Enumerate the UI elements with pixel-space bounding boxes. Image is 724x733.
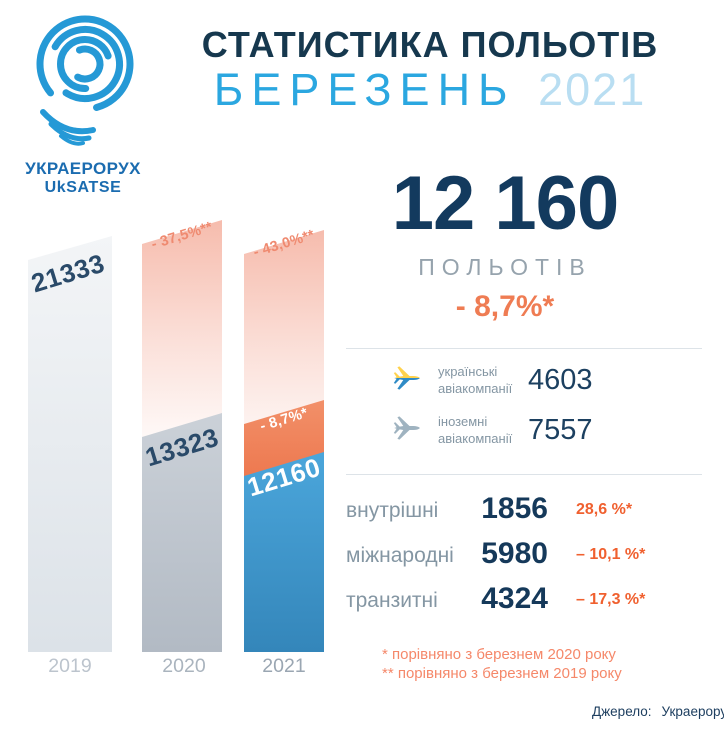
category-value: 1856 — [481, 492, 548, 525]
total-flights-label: ПОЛЬОТІВ — [418, 254, 592, 280]
logo-name: УКРАЕРОРУХ — [25, 159, 141, 178]
bar-2020 — [142, 413, 222, 652]
airline-value: 4603 — [528, 364, 593, 396]
category-value: 5980 — [481, 537, 548, 570]
page-title: СТАТИСТИКА ПОЛЬОТІВ — [201, 24, 659, 65]
source-line: Джерело: Украерорух — [592, 704, 724, 719]
category-row-transit: транзитні 4324 – 17,3 %* — [346, 582, 702, 618]
divider-top — [346, 348, 702, 349]
bar-2021 — [244, 452, 324, 652]
footnote-vs-2020: * порівняно з березнем 2020 року — [382, 646, 616, 663]
category-value: 4324 — [481, 582, 548, 615]
airline-row-ukrainian: українські авіакомпанії 4603 — [346, 360, 702, 408]
uksatse-logo-icon — [36, 15, 134, 146]
source-label: Джерело: — [592, 704, 652, 719]
category-row-domestic: внутрішні 1856 28,6 %* — [346, 492, 702, 528]
axis-label-2019: 2019 — [48, 655, 92, 677]
plane-ukraine-icon — [393, 366, 420, 390]
category-label: транзитні — [346, 589, 438, 612]
airline-label: іноземні авіакомпанії — [438, 414, 513, 446]
category-change: – 17,3 %* — [576, 591, 646, 608]
total-flights-value: 12 160 — [391, 161, 619, 246]
category-change: 28,6 %* — [576, 501, 633, 518]
total-flights-change: - 8,7%* — [455, 290, 555, 323]
logo-latin: UkSATSE — [44, 179, 122, 196]
divider-middle — [346, 474, 702, 475]
category-change: – 10,1 %* — [576, 546, 646, 563]
axis-label-2021: 2021 — [262, 655, 306, 677]
page-subtitle: БЕРЕЗЕНЬ 2021 — [150, 64, 710, 116]
subtitle-year: 2021 — [538, 64, 647, 115]
airline-label: українські авіакомпанії — [438, 364, 513, 396]
bar-2019 — [28, 236, 112, 652]
category-label: внутрішні — [346, 499, 439, 522]
bar-2020-drop-area — [142, 220, 222, 448]
category-label: міжнародні — [346, 544, 454, 567]
category-row-international: міжнародні 5980 – 10,1 %* — [346, 537, 702, 573]
airline-value: 7557 — [528, 414, 593, 446]
subtitle-month: БЕРЕЗЕНЬ — [213, 64, 516, 115]
source-value: Украерорух — [661, 704, 724, 719]
airline-row-foreign: іноземні авіакомпанії 7557 — [346, 410, 702, 458]
plane-gray-icon — [393, 416, 420, 440]
axis-label-2020: 2020 — [162, 655, 206, 677]
footnote-vs-2019: ** порівняно з березнем 2019 року — [382, 665, 622, 682]
uksatse-logo: УКРАЕРОРУХ UkSATSE — [10, 12, 156, 197]
